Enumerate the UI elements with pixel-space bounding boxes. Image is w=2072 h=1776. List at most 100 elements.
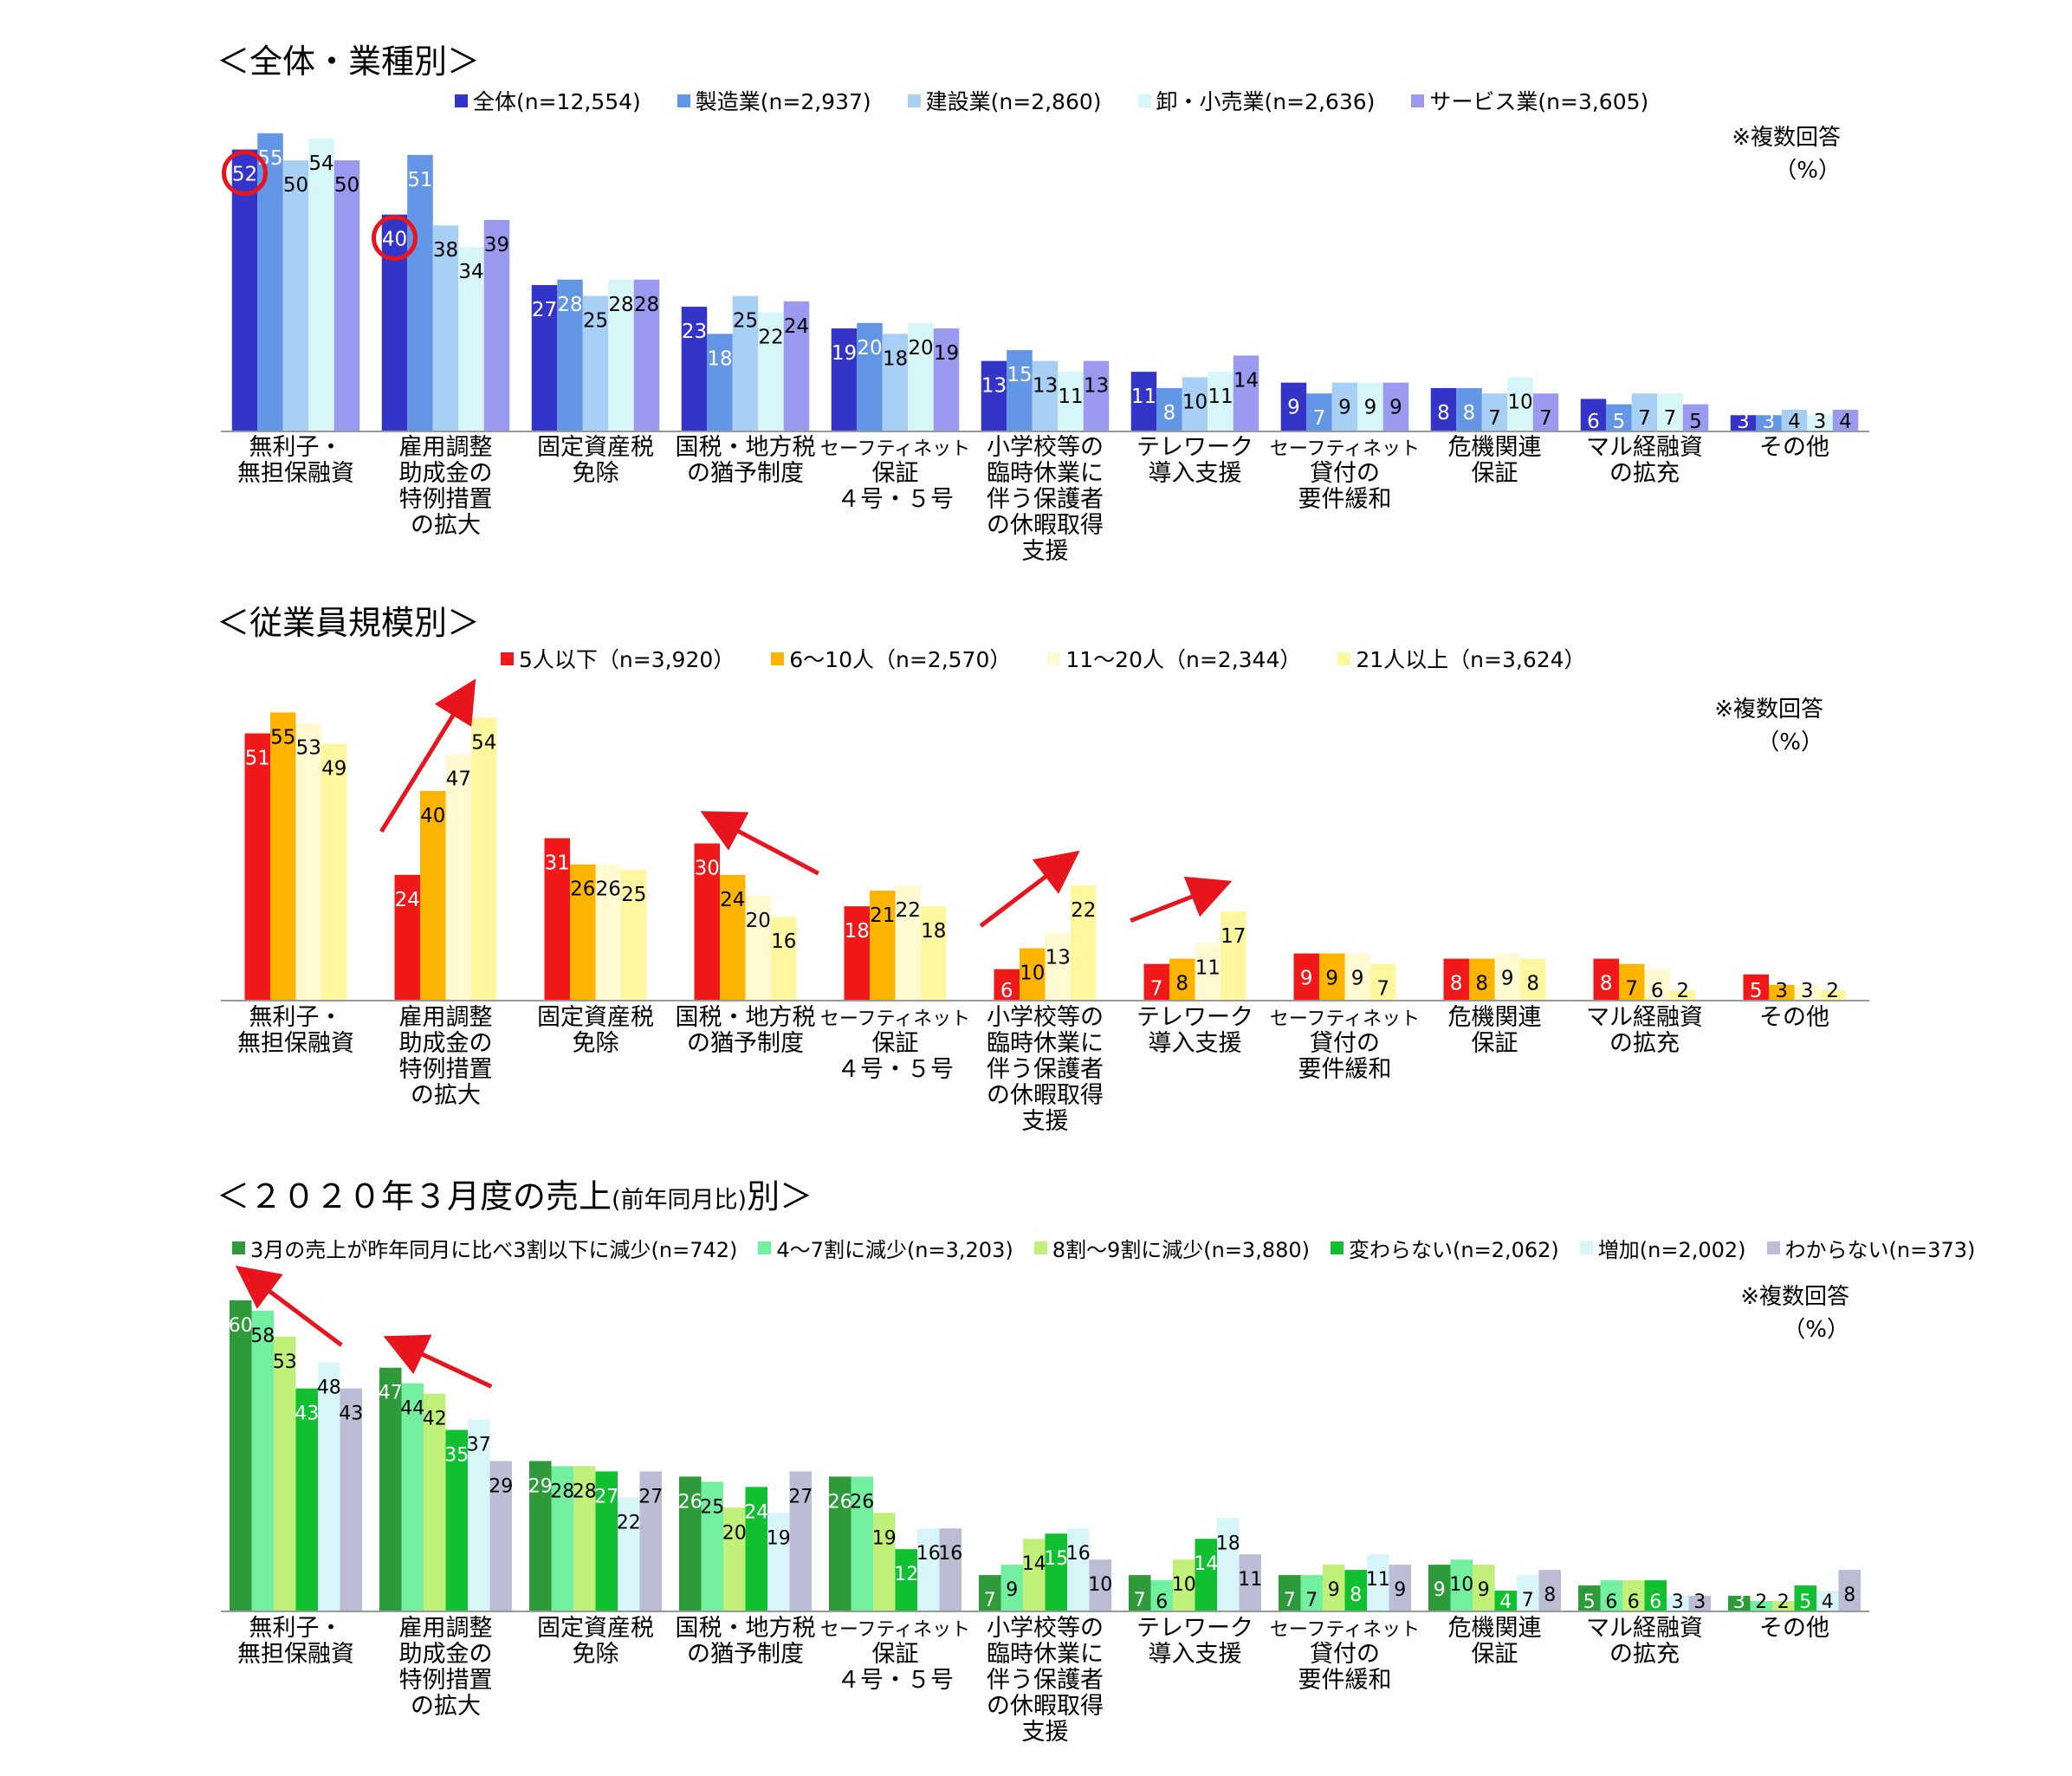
data-label: 13: [1033, 375, 1058, 398]
category-label: 保証: [872, 1030, 919, 1057]
bar: [1032, 360, 1059, 431]
data-label: 25: [733, 310, 758, 333]
legend-swatch: [455, 94, 468, 107]
data-label: 9: [1434, 1579, 1446, 1601]
bar: [1217, 1518, 1240, 1611]
data-label: 11: [1366, 1569, 1390, 1591]
category-label: 国税・地方税: [676, 1004, 816, 1031]
bar: [618, 1497, 640, 1611]
data-label: 7: [1134, 1590, 1146, 1611]
bar: [1173, 1559, 1195, 1611]
note-unit: （%）: [1774, 158, 1841, 184]
panel-title-tail: 別＞: [747, 1177, 813, 1215]
data-label: 54: [308, 152, 333, 175]
data-label: 51: [245, 748, 270, 770]
data-label: 51: [407, 169, 432, 191]
data-label: 2: [1777, 1591, 1790, 1613]
data-label: 14: [1194, 1553, 1218, 1575]
data-label: 30: [695, 858, 720, 880]
data-label: 20: [746, 910, 771, 932]
bar: [321, 743, 347, 1001]
bar: [1631, 393, 1658, 431]
chart-legend: 3月の売上が昨年同月に比べ3割以下に減少(n=742) 4～7割に減少(n=3,2…: [232, 1233, 1975, 1263]
data-label: 5: [1799, 1591, 1811, 1613]
data-label: 26: [596, 878, 621, 901]
legend-item: サービス業(n=3,605): [1411, 85, 1648, 116]
category-label: 保証: [1472, 1030, 1518, 1057]
bar: [1667, 1596, 1689, 1611]
bar: [1208, 372, 1233, 431]
bar: [1781, 409, 1808, 431]
category-label: の拡大: [411, 1082, 481, 1109]
data-label: 24: [395, 889, 420, 911]
bar: [1344, 953, 1370, 1001]
bar: [582, 295, 609, 431]
bar: [1293, 953, 1319, 1001]
panel-title-small: (前年同月比): [612, 1187, 748, 1214]
category-label: ４号・５号: [837, 1056, 954, 1083]
bar: [639, 1471, 662, 1611]
bar: [1473, 1565, 1495, 1611]
data-label: 8: [1163, 402, 1176, 425]
bar: [679, 1476, 702, 1611]
bar: [401, 1383, 424, 1611]
data-label: 25: [583, 310, 608, 333]
category-label: 無利子・: [249, 1004, 343, 1031]
bar: [394, 874, 420, 1001]
data-label: 29: [489, 1475, 513, 1497]
data-label: 7: [984, 1590, 996, 1611]
bar: [1619, 963, 1645, 1001]
data-label: 3: [1737, 411, 1750, 433]
data-label: 5: [1583, 1591, 1596, 1613]
bar: [1469, 958, 1495, 1001]
bar: [468, 1419, 490, 1611]
data-label: 52: [232, 164, 257, 186]
bar: [1000, 1565, 1023, 1611]
data-label: 7: [1664, 407, 1677, 430]
data-label: 53: [296, 736, 321, 759]
bar: [1832, 409, 1859, 431]
data-label: 6: [1605, 1591, 1617, 1613]
category-label: の拡充: [1609, 460, 1680, 487]
trend-arrow: [979, 850, 1080, 928]
data-label: 3: [1801, 980, 1814, 1002]
category-label: 保証: [872, 460, 919, 487]
bar: [1794, 984, 1820, 1001]
data-label: 7: [1313, 407, 1326, 430]
category-label: 小学校等の: [987, 1004, 1104, 1031]
category-label: 支援: [1022, 538, 1069, 565]
data-label: 4: [1822, 1591, 1834, 1613]
bar: [1682, 404, 1709, 431]
legend-item: 建設業(n=2,860): [907, 85, 1102, 116]
data-label: 27: [532, 299, 557, 321]
data-label: 5: [1613, 411, 1626, 433]
bar: [844, 906, 870, 1001]
bar: [939, 1528, 962, 1611]
bar: [882, 334, 909, 431]
bar: [458, 247, 484, 431]
panel-title: ＜２０２０年３月度の売上(前年同月比)別＞: [217, 1170, 813, 1217]
bar: [1195, 1539, 1217, 1611]
category-label: 支援: [1022, 1719, 1069, 1746]
bar: [745, 1487, 767, 1611]
bar: [1807, 415, 1833, 431]
data-label: 27: [594, 1486, 618, 1507]
bar: [831, 328, 858, 431]
data-label: 3: [1693, 1591, 1706, 1613]
note-line: ※複数回答: [1732, 125, 1841, 151]
data-label: 20: [857, 337, 882, 360]
note-line: ※複数回答: [1740, 1284, 1849, 1310]
data-label: 55: [270, 726, 295, 749]
data-label: 18: [921, 920, 946, 943]
note-unit: （%）: [1783, 1317, 1849, 1343]
bar: [231, 149, 258, 432]
category-label: の猶予制度: [687, 1641, 804, 1668]
bar: [1370, 963, 1396, 1001]
legend-label: サービス業(n=3,605): [1429, 89, 1649, 114]
legend-item: 6～10人（n=2,570）: [771, 643, 1011, 674]
bar: [707, 334, 733, 431]
category-label: 要件緩和: [1298, 1056, 1392, 1083]
category-label: 特例措置: [399, 486, 493, 513]
data-label: 50: [283, 174, 308, 197]
